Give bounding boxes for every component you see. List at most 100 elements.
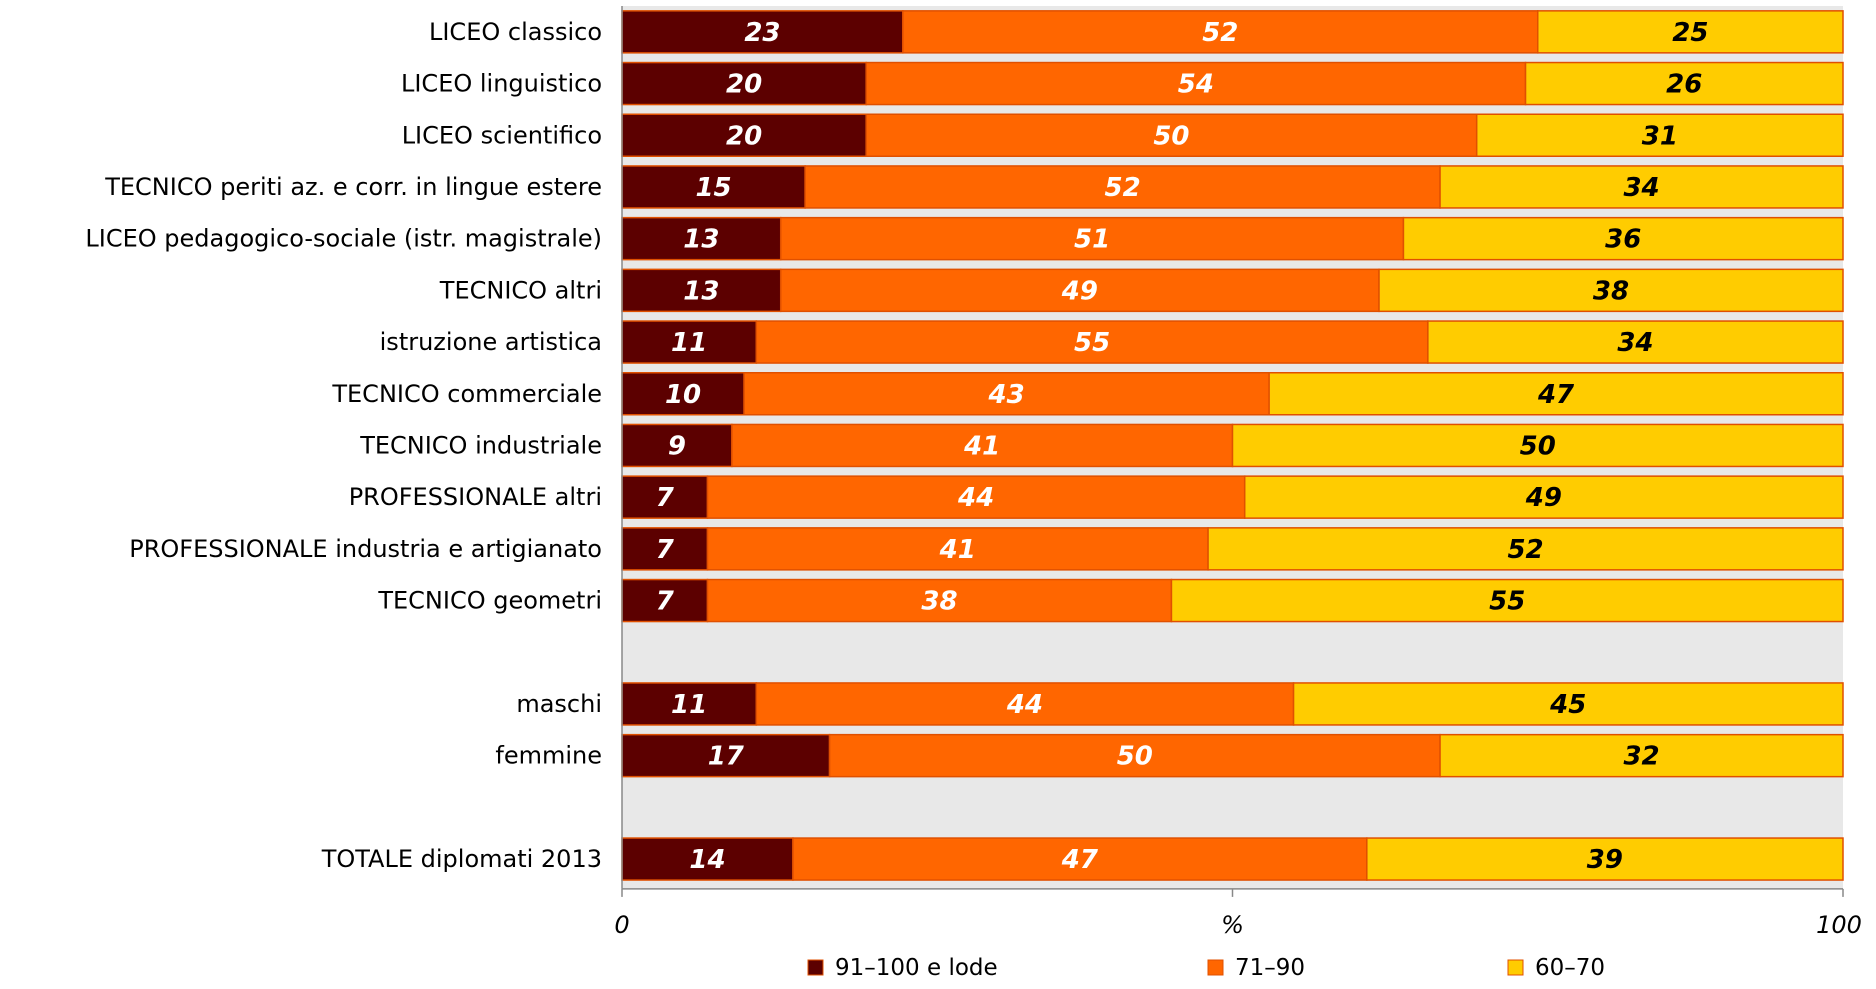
data-label: 15: [695, 173, 731, 203]
data-label: 47: [1537, 380, 1575, 410]
data-label: 50: [1153, 121, 1189, 151]
data-label: 13: [683, 225, 719, 255]
data-label: 7: [656, 483, 675, 513]
data-label: 41: [939, 535, 976, 565]
data-label: 52: [1202, 18, 1238, 48]
legend-item: 60–70: [1507, 955, 1605, 981]
bar-segment: [1207, 527, 1844, 571]
category-labels: LICEO classico LICEO linguistico LICEO sci…: [85, 18, 602, 873]
bar-segment: [865, 61, 1527, 106]
data-label: 10: [665, 380, 701, 410]
bar-segment: [621, 10, 904, 54]
data-label: 41: [963, 431, 1000, 461]
bar-segment: [828, 733, 1441, 778]
category-label: PROFESSIONALE industria e artigianato: [129, 535, 602, 563]
bar-segment: [1243, 475, 1844, 519]
data-label: 49: [1061, 276, 1098, 306]
category-label: LICEO classico: [429, 18, 602, 46]
x-axis-label: %: [1221, 911, 1244, 939]
legend-swatch: [1507, 959, 1524, 976]
bar-segment: [1292, 682, 1844, 726]
category-label: TECNICO periti az. e corr. in lingue est…: [104, 173, 602, 201]
bar-segment: [1378, 268, 1844, 313]
bar-segment: [706, 578, 1173, 623]
data-label: 20: [726, 121, 762, 151]
data-label: 54: [1178, 70, 1214, 100]
bar-segment: [1537, 10, 1844, 54]
x-tick-label: 0: [614, 911, 629, 939]
bar-segment: [779, 216, 1405, 261]
legend-swatch: [807, 959, 824, 976]
bar-segment: [731, 423, 1234, 468]
bar-segment: [621, 372, 745, 416]
data-label: 7: [656, 535, 675, 565]
data-label: 14: [689, 845, 725, 875]
legend-item: 91–100 e lode: [807, 955, 998, 981]
bar-segment: [755, 682, 1295, 726]
data-label: 34: [1623, 173, 1659, 203]
bar-segment: [1366, 837, 1844, 881]
category-label: TECNICO commerciale: [331, 380, 602, 408]
bar-segment: [621, 682, 758, 726]
data-label: 20: [726, 70, 762, 100]
bar-segment: [865, 113, 1478, 157]
category-label: TECNICO geometri: [377, 587, 602, 615]
bar-segment: [804, 165, 1441, 209]
data-label: 13: [683, 276, 719, 306]
data-label: 32: [1623, 742, 1659, 772]
bars-group: 23 52 25 20 54 26 20 50 31 15 52 34 13 51 36 13 49 38 11 55…: [621, 10, 1844, 881]
bar-segment: [743, 372, 1270, 416]
data-label: 11: [671, 690, 707, 720]
bar-segment: [706, 475, 1246, 519]
legend-label: 91–100 e lode: [835, 955, 998, 981]
data-label: 38: [921, 587, 957, 617]
data-label: 36: [1605, 225, 1641, 255]
data-label: 45: [1549, 690, 1586, 720]
category-label: LICEO pedagogico-sociale (istr. magistra…: [85, 225, 602, 253]
bar-segment: [1524, 61, 1844, 106]
bar-segment: [792, 837, 1368, 881]
category-label: maschi: [516, 690, 602, 718]
bar-segment: [1439, 733, 1844, 778]
data-label: 49: [1525, 483, 1562, 513]
bar-segment: [1475, 113, 1844, 157]
data-label: 38: [1593, 276, 1629, 306]
bar-segment: [1427, 320, 1844, 364]
data-label: 44: [957, 483, 994, 513]
bar-segment: [1170, 578, 1844, 623]
legend-label: 71–90: [1235, 955, 1305, 981]
data-label: 39: [1587, 845, 1623, 875]
data-label: 7: [656, 587, 675, 617]
category-label: TOTALE diplomati 2013: [321, 845, 602, 873]
category-label: TECNICO industriale: [359, 431, 602, 459]
legend: 91–100 e lode 71–90 60–70: [807, 955, 1605, 981]
category-label: LICEO linguistico: [401, 70, 602, 98]
legend-label: 60–70: [1535, 955, 1605, 981]
x-tick-label: 100: [1816, 911, 1862, 939]
x-axis: 0 100%: [614, 6, 1862, 939]
category-label: LICEO scientifico: [402, 121, 602, 149]
data-label: 26: [1666, 70, 1702, 100]
legend-swatch: [1207, 959, 1224, 976]
data-label: 55: [1489, 587, 1525, 617]
bar-segment: [621, 61, 867, 106]
legend-item: 71–90: [1207, 955, 1305, 981]
data-label: 52: [1105, 173, 1141, 203]
bar-segment: [902, 10, 1539, 54]
bar-segment: [621, 837, 794, 881]
data-label: 52: [1507, 535, 1543, 565]
data-label: 11: [671, 328, 707, 358]
bar-segment: [621, 423, 733, 468]
data-label: 51: [1074, 225, 1110, 255]
bar-segment: [1402, 216, 1844, 261]
data-label: 43: [988, 380, 1025, 410]
category-label: PROFESSIONALE altri: [349, 483, 602, 511]
data-label: 9: [668, 431, 686, 461]
bar-segment: [1439, 165, 1844, 209]
data-label: 34: [1617, 328, 1653, 358]
data-label: 23: [744, 18, 780, 48]
data-label: 31: [1642, 121, 1678, 151]
data-label: 47: [1061, 845, 1099, 875]
bar-segment: [779, 268, 1380, 313]
